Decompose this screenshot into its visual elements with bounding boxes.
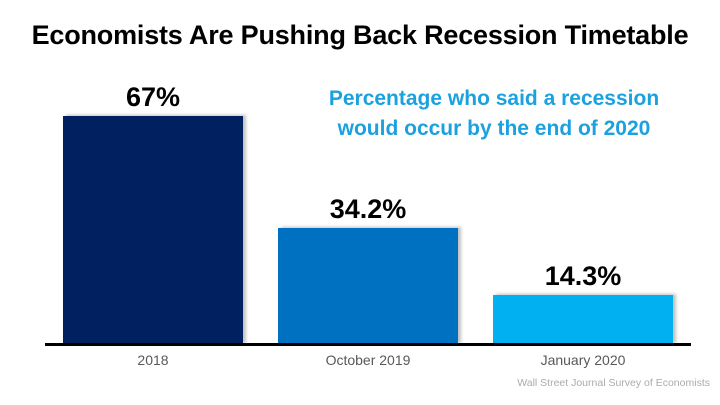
bar-value-label: 14.3% — [544, 261, 622, 291]
bar-value-label: 34.2% — [329, 194, 407, 224]
bar-2018 — [63, 116, 243, 344]
bar-october-2019 — [278, 228, 458, 344]
bar-value-label: 67% — [125, 82, 181, 112]
chart-subtitle-line1: Percentage who said a recession — [328, 87, 660, 110]
source-attribution: Wall Street Journal Survey of Economists — [517, 377, 710, 389]
x-axis-label-2018: 2018 — [137, 352, 169, 368]
bar-group-2018: 67% — [63, 72, 243, 344]
chart-subtitle: Percentage who said a recession would oc… — [298, 84, 690, 144]
x-axis-line — [45, 343, 691, 346]
bar-january-2020 — [493, 295, 673, 344]
x-axis-label-january-2020: January 2020 — [540, 352, 626, 368]
chart-subtitle-line2: would occur by the end of 2020 — [337, 117, 651, 141]
bar-group-october-2019: 34.2% — [278, 72, 458, 344]
page-title: Economists Are Pushing Back Recession Ti… — [31, 20, 689, 50]
bar-group-january-2020: 14.3% — [493, 72, 673, 344]
x-axis-label-october-2019: October 2019 — [325, 352, 411, 368]
